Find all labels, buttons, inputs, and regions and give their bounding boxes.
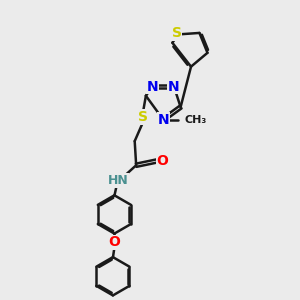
Text: N: N xyxy=(147,80,158,94)
Text: O: O xyxy=(157,154,169,168)
Text: CH₃: CH₃ xyxy=(185,115,207,125)
Text: N: N xyxy=(168,80,180,94)
Text: S: S xyxy=(172,26,182,40)
Text: N: N xyxy=(158,113,169,127)
Text: O: O xyxy=(108,236,120,249)
Text: S: S xyxy=(138,110,148,124)
Text: HN: HN xyxy=(107,174,128,187)
